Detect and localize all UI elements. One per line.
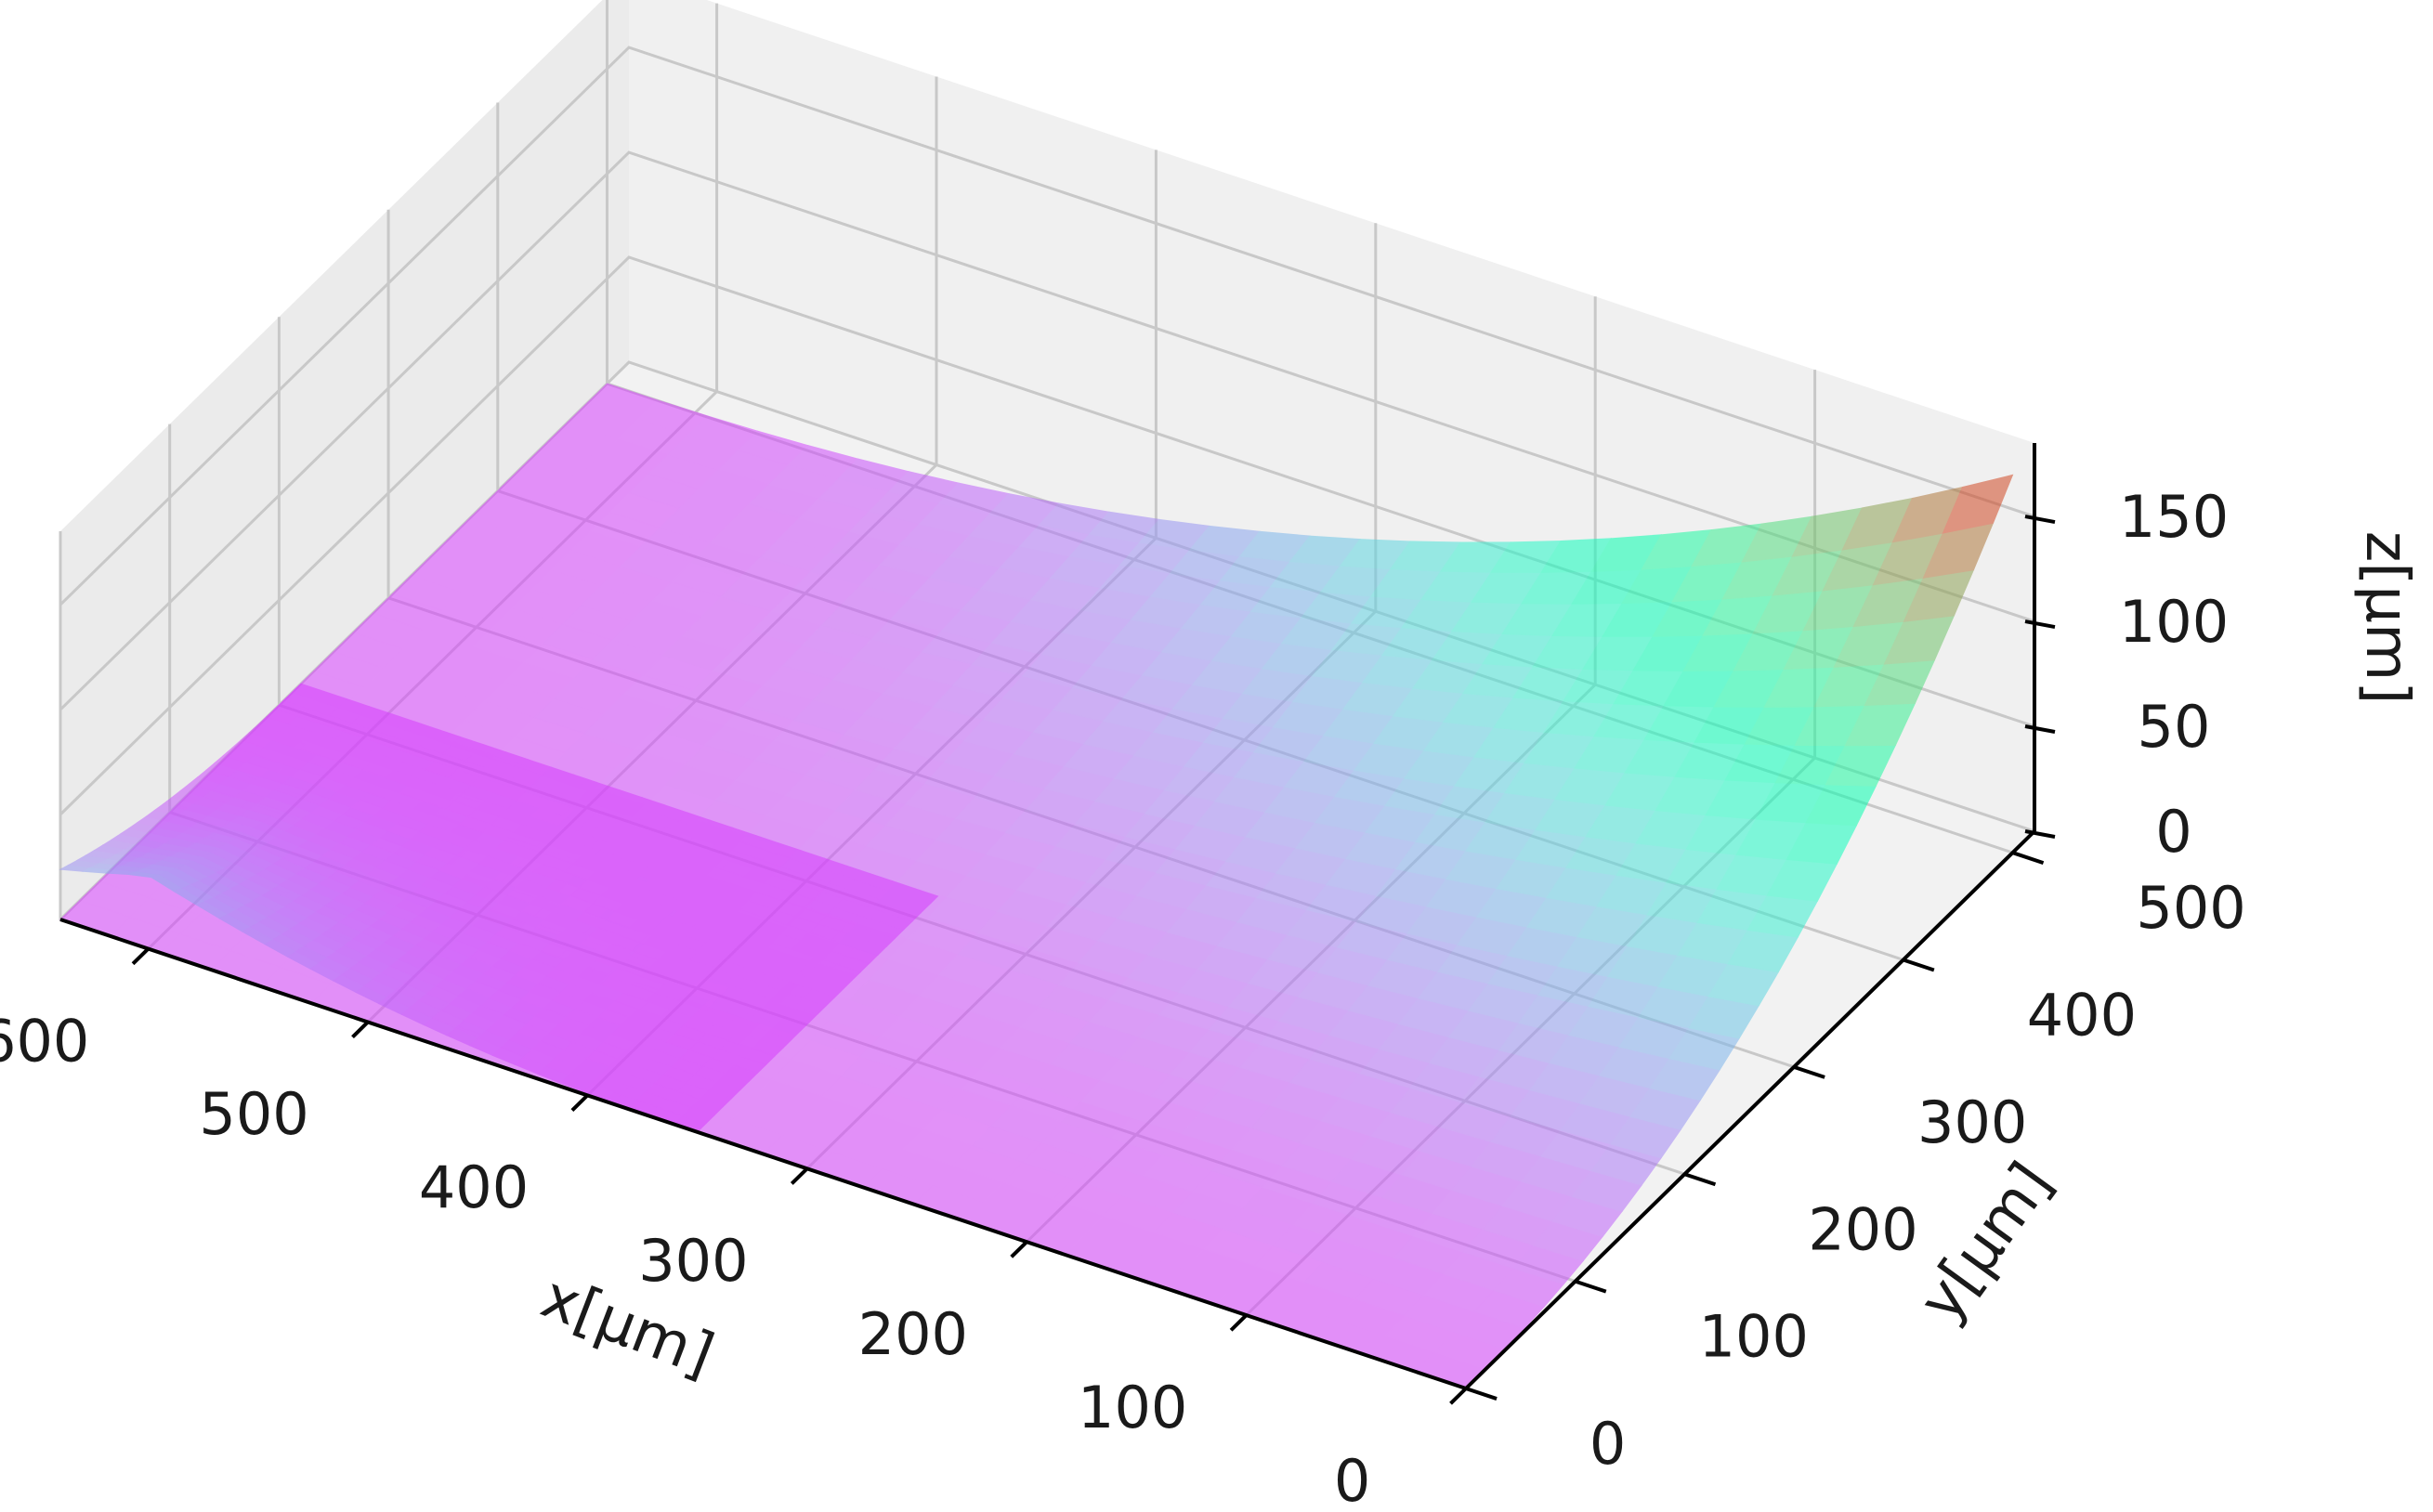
- z-tick: [2024, 724, 2056, 734]
- x-tick-label: 500: [199, 1080, 308, 1148]
- y-tick-label: 100: [1699, 1303, 1809, 1371]
- x-tick: [790, 1167, 809, 1185]
- x-tick: [570, 1093, 589, 1112]
- z-tick-label: 0: [2155, 798, 2191, 866]
- y-tick: [1465, 1387, 1498, 1401]
- x-tick: [131, 947, 150, 966]
- y-axis-label: y[µm]: [1906, 1151, 2066, 1335]
- x-tick-label: 0: [1334, 1447, 1370, 1512]
- y-tick: [2011, 851, 2045, 866]
- x-tick-label: 600: [0, 1007, 89, 1075]
- x-tick-label: 200: [858, 1300, 968, 1368]
- surface-patch: [905, 888, 939, 906]
- z-axis-label: z[µm]: [2352, 531, 2421, 705]
- axes: 0100200300400500600010020030040050005010…: [0, 443, 2246, 1512]
- z-gridline: [59, 150, 2035, 711]
- z-tick-label: 100: [2119, 588, 2229, 656]
- x-tick-label: 400: [419, 1154, 529, 1221]
- x-tick: [1010, 1240, 1028, 1258]
- z-gridline: [59, 46, 2035, 606]
- z-tick: [2024, 829, 2056, 839]
- x-axis-line: [59, 918, 1467, 1390]
- x-tick: [1229, 1313, 1248, 1332]
- y-tick: [1903, 958, 1935, 972]
- y-tick: [1575, 1279, 1607, 1294]
- y-axis-line: [1464, 829, 2036, 1390]
- z-tick: [2024, 515, 2056, 525]
- y-tick-label: 400: [2027, 981, 2137, 1049]
- z-tick: [2024, 619, 2056, 630]
- z-tick-label: 150: [2119, 483, 2229, 551]
- y-tick-label: 0: [1589, 1410, 1626, 1478]
- y-tick-label: 300: [1917, 1088, 2027, 1156]
- surfaces: [59, 383, 2014, 1389]
- surface-patch: [1942, 474, 2014, 534]
- x-tick: [1449, 1387, 1468, 1405]
- x-tick-label: 300: [638, 1227, 748, 1295]
- y-tick: [1793, 1064, 1825, 1079]
- y-tick: [1683, 1172, 1717, 1187]
- left-wall-pane: [60, 0, 629, 919]
- surface-2: [59, 683, 939, 1133]
- x-tick-label: 100: [1078, 1374, 1187, 1441]
- z-tick-label: 50: [2138, 693, 2211, 761]
- y-tick-label: 500: [2136, 874, 2245, 942]
- y-tick-label: 200: [1808, 1195, 1917, 1263]
- x-tick: [351, 1021, 370, 1039]
